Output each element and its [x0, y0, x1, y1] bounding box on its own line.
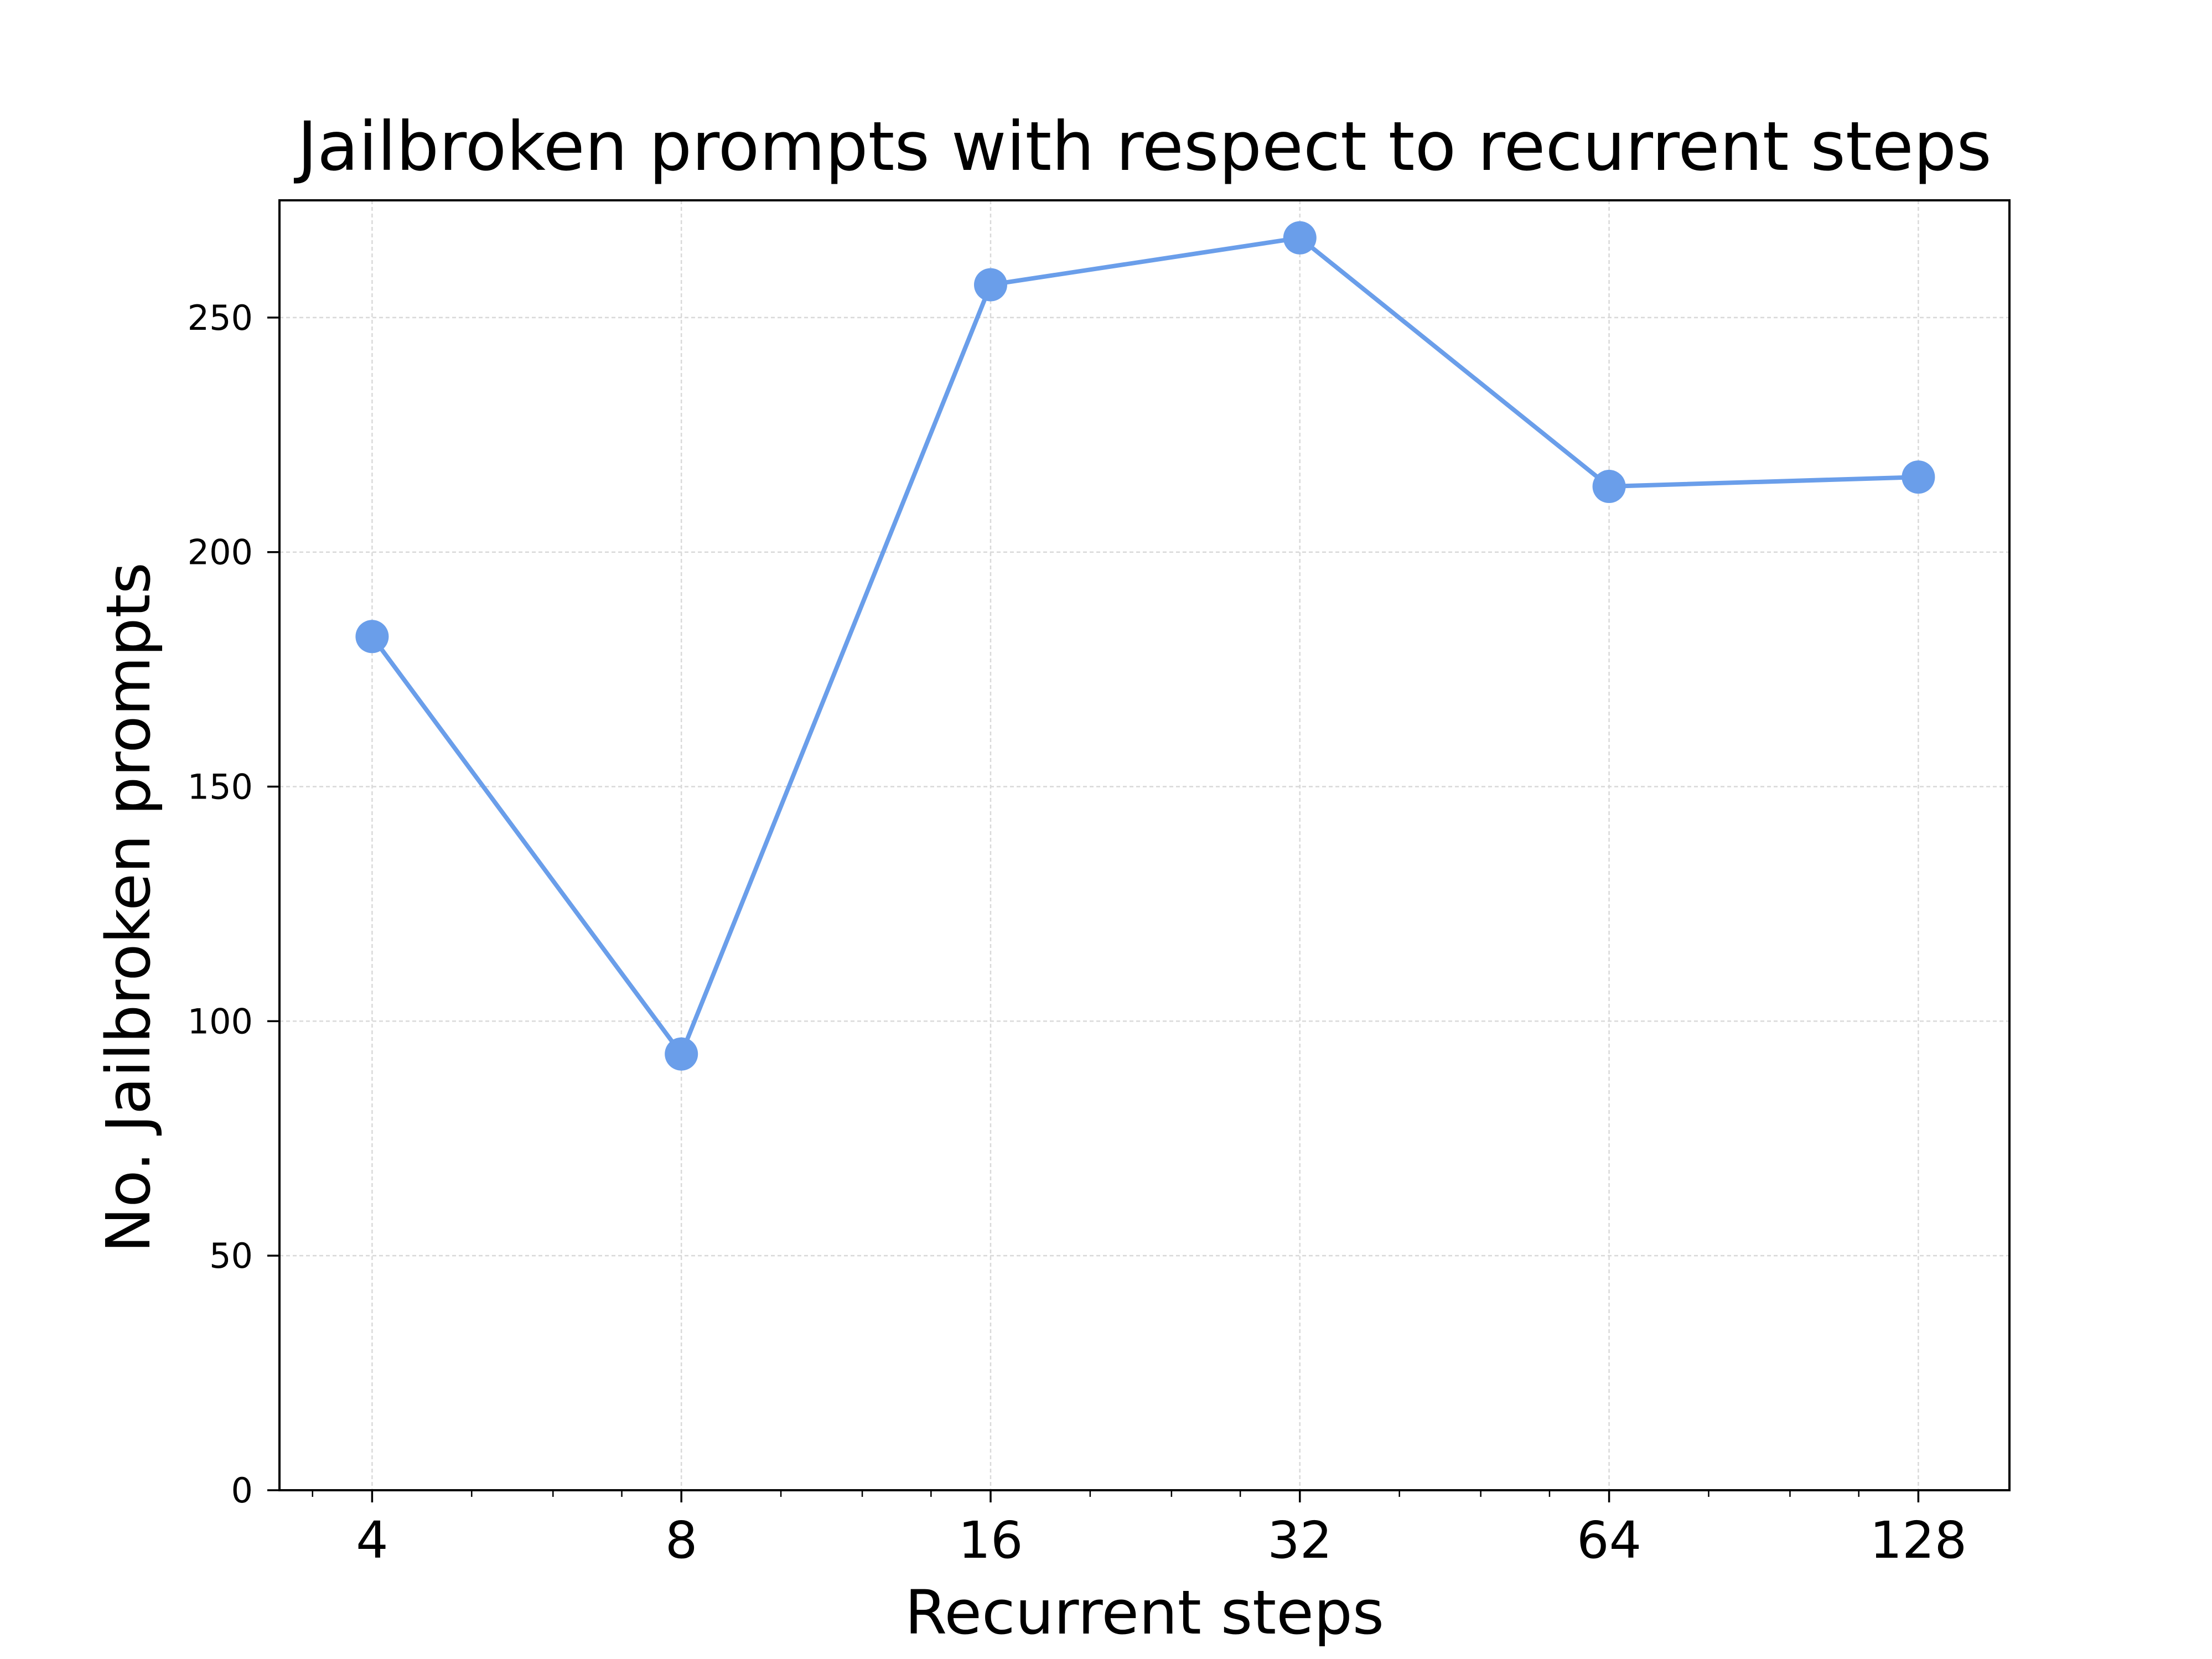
- x-tick-label: 64: [1577, 1511, 1641, 1570]
- x-tick-label: 4: [356, 1511, 388, 1570]
- plot-frame: [278, 199, 2011, 1491]
- x-tick-label: 32: [1267, 1511, 1332, 1570]
- data-point: [355, 620, 389, 654]
- y-tick-label: 0: [231, 1470, 253, 1511]
- data-point: [1283, 221, 1317, 255]
- x-tick-label: 16: [958, 1511, 1023, 1570]
- grid-lines: [279, 200, 2009, 1490]
- y-tick-label: 200: [188, 532, 253, 573]
- x-tick-label: 128: [1870, 1511, 1967, 1570]
- y-tick-label: 250: [188, 298, 253, 338]
- y-axis-label: No. Jailbroken prompts: [93, 562, 164, 1253]
- x-tick-label: 8: [665, 1511, 698, 1570]
- series-layer: [355, 221, 1935, 1071]
- data-point: [1592, 470, 1626, 504]
- data-point: [665, 1037, 698, 1071]
- y-tick-label: 150: [188, 767, 253, 807]
- data-point: [1902, 460, 1935, 494]
- y-tick-label: 50: [209, 1236, 253, 1276]
- axis-ticks: 4 8 16 32 64 128 0 50 100 150 200 250: [188, 298, 1967, 1570]
- chart-title: Jailbroken prompts with respect to recur…: [293, 107, 1992, 186]
- data-point: [973, 268, 1007, 302]
- x-axis-label: Recurrent steps: [905, 1577, 1384, 1648]
- series-line: [370, 235, 1921, 1056]
- y-tick-label: 100: [188, 1001, 253, 1041]
